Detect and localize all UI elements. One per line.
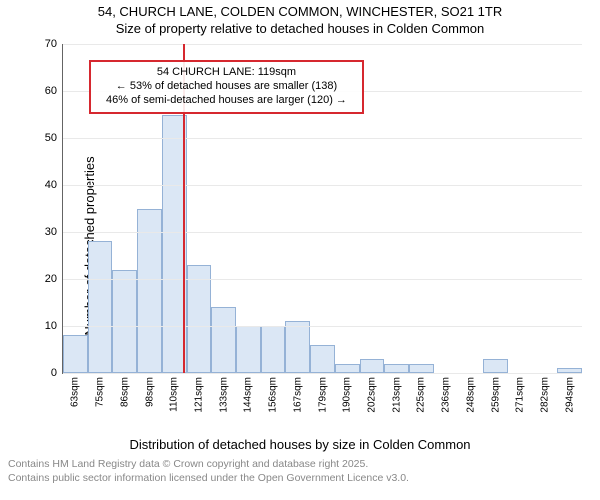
histogram-bar	[409, 364, 434, 373]
x-tick-label: 110sqm	[169, 373, 180, 412]
x-tick-label: 63sqm	[70, 373, 81, 407]
histogram-bar	[285, 321, 310, 373]
x-tick-label: 179sqm	[317, 373, 328, 413]
x-tick-label: 294sqm	[564, 373, 575, 413]
histogram-bar	[483, 359, 508, 373]
x-tick-label: 225sqm	[416, 373, 427, 413]
histogram-bar	[187, 265, 212, 373]
x-tick-label: 236sqm	[441, 373, 452, 413]
x-tick-label: 133sqm	[218, 373, 229, 413]
y-tick-label: 40	[45, 179, 63, 191]
gridline	[63, 138, 582, 139]
x-tick-label: 144sqm	[243, 373, 254, 413]
histogram-bar	[63, 335, 88, 373]
gridline	[63, 232, 582, 233]
y-tick-label: 10	[45, 320, 63, 332]
x-tick-label: 271sqm	[515, 373, 526, 413]
x-tick-label: 282sqm	[539, 373, 550, 413]
histogram-bar	[335, 364, 360, 373]
gridline	[63, 44, 582, 45]
histogram-bar	[137, 209, 162, 374]
histogram-bar	[211, 307, 236, 373]
x-axis-label: Distribution of detached houses by size …	[129, 437, 470, 452]
x-tick-label: 259sqm	[490, 373, 501, 413]
x-tick-label: 167sqm	[292, 373, 303, 413]
footer-line-1: Contains HM Land Registry data © Crown c…	[8, 458, 594, 472]
histogram-bar	[112, 270, 137, 373]
gridline	[63, 326, 582, 327]
title-line-2: Size of property relative to detached ho…	[0, 21, 600, 36]
footer-attribution: Contains HM Land Registry data © Crown c…	[0, 456, 600, 485]
y-tick-label: 50	[45, 132, 63, 144]
x-tick-label: 248sqm	[465, 373, 476, 413]
annotation-line: ← 53% of detached houses are smaller (13…	[97, 80, 356, 94]
x-tick-label: 156sqm	[268, 373, 279, 413]
x-tick-label: 202sqm	[366, 373, 377, 413]
x-tick-label: 190sqm	[342, 373, 353, 413]
annotation-line: 46% of semi-detached houses are larger (…	[97, 94, 356, 108]
x-tick-label: 98sqm	[144, 373, 155, 407]
y-tick-label: 20	[45, 273, 63, 285]
histogram-bar	[88, 241, 113, 373]
histogram-bar	[310, 345, 335, 373]
y-tick-label: 70	[45, 38, 63, 50]
chart-container: Number of detached properties 0102030405…	[0, 36, 600, 456]
y-tick-label: 30	[45, 226, 63, 238]
gridline	[63, 185, 582, 186]
histogram-bar	[261, 326, 286, 373]
title-line-1: 54, CHURCH LANE, COLDEN COMMON, WINCHEST…	[0, 4, 600, 19]
annotation-line: 54 CHURCH LANE: 119sqm	[97, 66, 356, 80]
x-tick-label: 75sqm	[95, 373, 106, 407]
histogram-bar	[360, 359, 385, 373]
x-tick-label: 213sqm	[391, 373, 402, 413]
plot-area: 01020304050607063sqm75sqm86sqm98sqm110sq…	[62, 44, 582, 374]
y-tick-label: 0	[51, 367, 63, 379]
histogram-bar	[236, 326, 261, 373]
x-tick-label: 86sqm	[119, 373, 130, 407]
x-tick-label: 121sqm	[193, 373, 204, 413]
annotation-box: 54 CHURCH LANE: 119sqm← 53% of detached …	[89, 60, 364, 113]
y-tick-label: 60	[45, 85, 63, 97]
histogram-bar	[384, 364, 409, 373]
footer-line-2: Contains public sector information licen…	[8, 472, 594, 486]
gridline	[63, 279, 582, 280]
chart-titles: 54, CHURCH LANE, COLDEN COMMON, WINCHEST…	[0, 4, 600, 36]
